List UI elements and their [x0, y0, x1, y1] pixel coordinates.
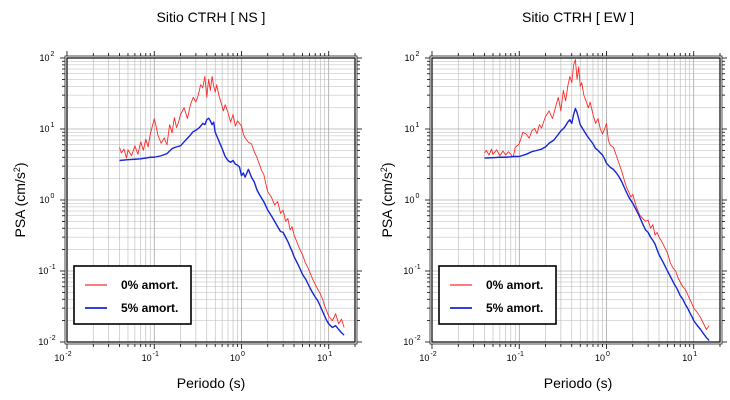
grid-ew — [431, 57, 721, 343]
series-line-five-damping — [119, 117, 345, 336]
y-tick-label: 10-2 — [38, 335, 55, 347]
plot-frame-ns — [66, 57, 356, 343]
chart-panel-ew: Sitio CTRH [ EW ] Periodo (s) PSA (cm/s2… — [379, 9, 727, 391]
chart-panel-ns: Sitio CTRH [ NS ] Periodo (s) PSA (cm/s2… — [12, 9, 362, 391]
chart-title-ns: Sitio CTRH [ NS ] — [157, 9, 266, 25]
y-tick-label: 102 — [40, 51, 55, 63]
y-axis-label-end-ew: ) — [379, 162, 395, 167]
legend-label: 0% amort. — [121, 278, 178, 292]
legend-label: 5% amort. — [486, 301, 543, 315]
y-axis-label-sup-ns: 2 — [12, 167, 22, 172]
y-axis-label-text-ew: PSA (cm/s — [379, 172, 395, 237]
y-tick-label: 10-1 — [38, 264, 55, 276]
x-tick-label: 100 — [230, 351, 245, 363]
y-tick-label: 100 — [40, 193, 55, 205]
y-tick-label: 10-2 — [403, 335, 420, 347]
x-tick-label: 10-2 — [419, 351, 436, 363]
ticks-ns — [60, 51, 362, 349]
y-axis-label-ew: PSA (cm/s2) — [379, 162, 395, 237]
chart-title-ew: Sitio CTRH [ EW ] — [522, 9, 634, 25]
ticks-ew — [425, 51, 727, 349]
y-tick-label: 102 — [405, 51, 420, 63]
x-tick-label: 101 — [682, 351, 697, 363]
x-tick-label: 101 — [317, 351, 332, 363]
legend-label: 5% amort. — [121, 301, 178, 315]
x-tick-label: 10-2 — [54, 351, 71, 363]
legend-ns: 0% amort. 5% amort. — [73, 265, 192, 325]
y-axis-label-ns: PSA (cm/s2) — [12, 162, 28, 237]
legend-ew: 0% amort. 5% amort. — [438, 265, 557, 325]
y-axis-label-end-ns: ) — [12, 162, 28, 167]
y-tick-label: 101 — [405, 122, 420, 134]
series-line-five-damping — [484, 107, 710, 341]
legend-box — [438, 265, 557, 325]
series-group-ns — [119, 75, 345, 336]
legend-label: 0% amort. — [486, 278, 543, 292]
x-tick-label: 10-1 — [142, 351, 159, 363]
x-tick-label: 100 — [595, 351, 610, 363]
y-tick-label: 101 — [40, 122, 55, 134]
plot-frame-ew — [431, 57, 721, 343]
y-axis-label-text-ns: PSA (cm/s — [12, 172, 28, 237]
series-line-zero-damping — [484, 59, 710, 330]
legend-box — [73, 265, 192, 325]
series-line-zero-damping — [119, 75, 345, 328]
series-group-ew — [484, 59, 710, 341]
y-tick-label: 100 — [405, 193, 420, 205]
x-axis-label-ew: Periodo (s) — [544, 375, 612, 391]
y-tick-label: 10-1 — [403, 264, 420, 276]
y-axis-label-sup-ew: 2 — [379, 167, 389, 172]
x-tick-label: 10-1 — [507, 351, 524, 363]
x-axis-label-ns: Periodo (s) — [177, 375, 245, 391]
